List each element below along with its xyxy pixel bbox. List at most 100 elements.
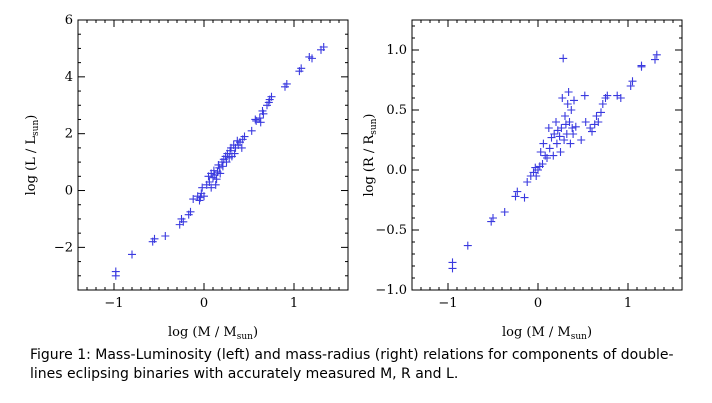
right-data-point (566, 139, 575, 148)
right-data-point (532, 172, 541, 180)
left-data-point (215, 163, 224, 172)
right-ticks: −1 0 1 −1.0 −0.5 0.0 0.5 1.0 (375, 20, 683, 311)
left-data-point (186, 207, 195, 216)
right-data-point (586, 124, 595, 132)
left-data-point (255, 114, 264, 123)
right-data-point (588, 127, 596, 136)
right-x-tick-label: 1 (624, 296, 632, 311)
left-data-point (222, 158, 231, 167)
left-y-tick-label: 2 (65, 127, 73, 142)
left-data-point (240, 132, 249, 141)
left-data-point (259, 109, 268, 118)
right-x-tick-label: 0 (534, 296, 542, 311)
right-data-point (487, 217, 496, 226)
left-y-tick-label: 4 (65, 70, 73, 85)
right-y-tick-label: −0.5 (375, 223, 407, 238)
right-data-point (544, 124, 553, 132)
mass-radius-chart: −1 0 1 −1.0 −0.5 0.0 0.5 1.0 log (M / Msun) log… (362, 19, 683, 342)
right-data-point (581, 118, 590, 126)
left-data-point (265, 95, 274, 104)
right-points (448, 50, 661, 273)
left-data-point (247, 126, 256, 135)
right-data-point (637, 62, 646, 71)
right-y-axis-label: log (R / Rsun) (362, 113, 379, 196)
right-data-point (616, 94, 625, 102)
right-data-point (500, 208, 509, 216)
left-data-point (256, 118, 265, 127)
right-data-point (568, 124, 577, 132)
right-data-point (559, 54, 568, 63)
left-plot-frame (77, 19, 349, 291)
right-x-axis-label: log (M / Msun) (502, 325, 592, 342)
right-data-point (565, 118, 574, 126)
right-data-point (463, 241, 472, 250)
right-data-point (448, 264, 457, 273)
right-data-point (558, 94, 567, 102)
right-data-point (536, 148, 545, 156)
right-data-point (603, 91, 612, 100)
right-data-point (523, 178, 532, 186)
left-data-point (297, 64, 306, 73)
left-data-point (161, 232, 170, 240)
right-data-point (628, 77, 637, 86)
right-data-point (550, 130, 559, 138)
right-data-point (556, 148, 565, 156)
left-data-point (179, 217, 188, 226)
left-data-point (196, 193, 205, 202)
right-data-point (543, 154, 551, 162)
left-data-point (150, 234, 159, 243)
right-data-point (597, 108, 605, 117)
left-points (111, 43, 328, 280)
left-data-point (207, 183, 216, 192)
right-data-point (549, 151, 558, 160)
right-y-tick-label: 1.0 (386, 43, 407, 58)
left-data-point (211, 180, 220, 189)
right-data-point (571, 122, 580, 131)
right-data-point (545, 144, 554, 153)
left-data-point (200, 192, 208, 201)
left-data-point (198, 183, 207, 192)
right-data-point (511, 192, 520, 201)
right-y-tick-label: −1.0 (375, 283, 407, 298)
right-data-point (594, 118, 603, 126)
right-data-point (569, 130, 578, 138)
right-data-point (567, 106, 576, 114)
right-data-point (520, 193, 529, 202)
left-data-point (216, 169, 225, 178)
right-data-point (489, 214, 497, 222)
figure-caption: Figure 1: Mass-Luminosity (left) and mas… (30, 347, 674, 382)
left-data-point (251, 115, 260, 124)
right-data-point (552, 139, 561, 148)
left-x-axis-label: log (M / Msun) (168, 325, 258, 342)
left-data-point (230, 149, 239, 158)
left-y-axis-label: log (L / Lsun) (24, 115, 41, 196)
left-data-point (319, 43, 328, 51)
left-data-point (212, 175, 221, 184)
right-data-point (557, 124, 566, 132)
right-data-point (626, 82, 635, 90)
right-data-point (570, 96, 578, 105)
left-y-tick-label: 0 (65, 184, 73, 199)
right-data-point (552, 118, 560, 126)
left-data-point (111, 271, 120, 280)
figure: −1 0 1 −2 0 2 4 6 log (M / Msun) log (L / Lsun)… (24, 13, 683, 342)
left-data-point (308, 54, 316, 63)
mass-luminosity-chart: −1 0 1 −2 0 2 4 6 log (M / Msun) log (L / Lsun) (24, 13, 349, 342)
left-y-tick-label: −2 (54, 240, 73, 255)
left-ticks: −1 0 1 −2 0 2 4 6 (54, 13, 349, 311)
left-x-tick-label: 0 (200, 296, 208, 311)
right-data-point (563, 100, 572, 108)
right-data-point (539, 139, 548, 148)
right-data-point (538, 160, 547, 168)
left-data-point (237, 143, 246, 152)
left-data-point (209, 166, 218, 175)
right-data-point (555, 132, 564, 141)
right-data-point (652, 50, 661, 59)
right-y-tick-label: 0.5 (386, 103, 407, 118)
left-x-tick-label: −1 (104, 296, 123, 311)
right-data-point (564, 88, 573, 96)
right-data-point (560, 136, 569, 144)
left-y-tick-label: 6 (65, 13, 73, 28)
left-data-point (218, 162, 227, 171)
right-data-point (592, 112, 601, 120)
